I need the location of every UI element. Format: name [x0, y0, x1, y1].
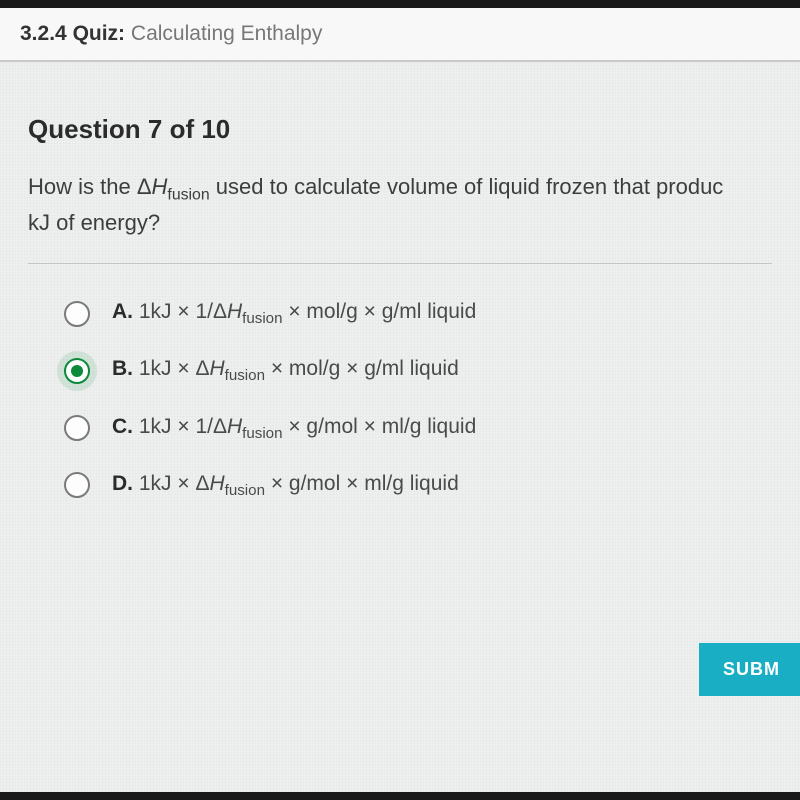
option-b-letter: B. — [112, 357, 133, 380]
question-text-pre: How is the — [28, 174, 137, 199]
option-c-letter: C. — [112, 415, 133, 438]
delta-h-fusion-symbol: ΔHfusion — [137, 174, 210, 199]
radio-a[interactable] — [64, 301, 90, 327]
option-b-text: B. 1kJ × ΔHfusion × mol/g × g/ml liquid — [112, 357, 459, 384]
quiz-header: 3.2.4 Quiz: Calculating Enthalpy — [0, 8, 800, 62]
option-a[interactable]: A. 1kJ × 1/ΔHfusion × mol/g × g/ml liqui… — [64, 300, 772, 327]
option-c-expr: 1kJ × 1/ΔHfusion × g/mol × ml/g liquid — [139, 415, 476, 438]
quiz-label: Quiz: — [73, 22, 126, 45]
radio-d[interactable] — [64, 472, 90, 498]
option-a-text: A. 1kJ × 1/ΔHfusion × mol/g × g/ml liqui… — [112, 300, 476, 327]
option-c[interactable]: C. 1kJ × 1/ΔHfusion × g/mol × ml/g liqui… — [64, 415, 772, 442]
question-text: How is the ΔHfusion used to calculate vo… — [28, 171, 772, 239]
question-content: Question 7 of 10 How is the ΔHfusion use… — [0, 62, 800, 499]
option-d-expr: 1kJ × ΔHfusion × g/mol × ml/g liquid — [139, 472, 459, 495]
option-d-letter: D. — [112, 472, 133, 495]
submit-button[interactable]: SUBM — [699, 643, 800, 696]
option-b-expr: 1kJ × ΔHfusion × mol/g × g/ml liquid — [139, 357, 459, 380]
question-number: Question 7 of 10 — [28, 114, 772, 145]
option-a-letter: A. — [112, 300, 133, 323]
option-b[interactable]: B. 1kJ × ΔHfusion × mol/g × g/ml liquid — [64, 357, 772, 384]
radio-c[interactable] — [64, 415, 90, 441]
options-list: A. 1kJ × 1/ΔHfusion × mol/g × g/ml liqui… — [28, 300, 772, 499]
question-text-post: used to calculate volume of liquid froze… — [210, 174, 724, 199]
option-a-expr: 1kJ × 1/ΔHfusion × mol/g × g/ml liquid — [139, 300, 476, 323]
question-text-line2: kJ of energy? — [28, 210, 160, 235]
option-d[interactable]: D. 1kJ × ΔHfusion × g/mol × ml/g liquid — [64, 472, 772, 499]
quiz-screen: 3.2.4 Quiz: Calculating Enthalpy Questio… — [0, 8, 800, 792]
section-number: 3.2.4 — [20, 22, 67, 45]
option-c-text: C. 1kJ × 1/ΔHfusion × g/mol × ml/g liqui… — [112, 415, 476, 442]
quiz-title: Calculating Enthalpy — [131, 22, 322, 45]
option-d-text: D. 1kJ × ΔHfusion × g/mol × ml/g liquid — [112, 472, 459, 499]
radio-b[interactable] — [64, 358, 90, 384]
question-divider — [28, 263, 772, 264]
